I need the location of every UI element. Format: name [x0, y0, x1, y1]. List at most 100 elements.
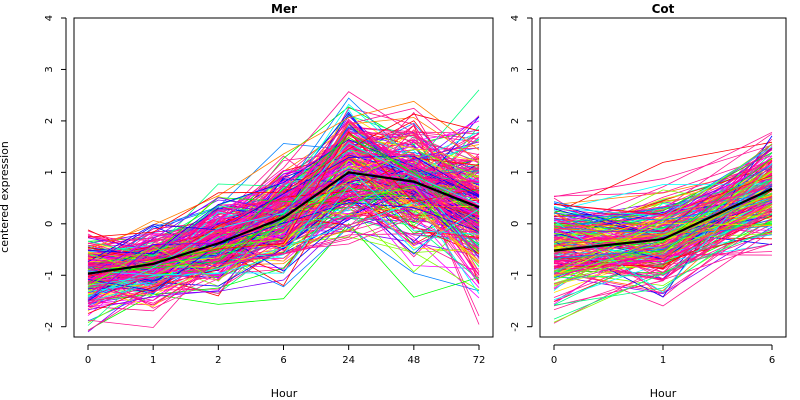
x-tick-label: 1 — [150, 355, 156, 366]
gene-profile-line — [87, 158, 480, 267]
gene-profile-line — [553, 225, 773, 237]
y-tick-label: 4 — [44, 15, 55, 21]
gene-profile-line — [553, 197, 773, 223]
mean-profile-line — [87, 171, 480, 275]
gene-profile-line — [87, 141, 480, 276]
gene-profile-line — [553, 155, 773, 197]
plot-frame — [73, 17, 494, 338]
gene-profile-line — [553, 209, 773, 284]
y-tick-label: 4 — [510, 15, 521, 21]
gene-profile-line — [87, 193, 480, 280]
gene-profile-line — [553, 144, 773, 198]
y-tick-label: 3 — [510, 66, 521, 72]
gene-profile-line — [87, 165, 480, 287]
gene-profile-line — [87, 174, 480, 283]
x-tick-label: 6 — [769, 355, 775, 366]
gene-profile-line — [87, 183, 480, 308]
gene-profile-line — [87, 202, 480, 292]
gene-profile-line — [553, 202, 773, 279]
panel-mer-xlabel: Hour — [271, 387, 298, 400]
gene-profile-line — [87, 168, 480, 301]
gene-profile-line — [553, 146, 773, 217]
gene-profile-line — [87, 187, 480, 270]
gene-profile-line — [553, 186, 773, 231]
gene-profile-line — [87, 172, 480, 254]
gene-profile-line — [553, 229, 773, 320]
x-tick-label: 1 — [660, 355, 666, 366]
gene-profile-line — [87, 137, 480, 283]
gene-profile-line — [87, 175, 480, 306]
gene-profile-line — [87, 155, 480, 263]
x-tick-label: 24 — [342, 355, 355, 366]
gene-profile-line — [87, 189, 480, 267]
gene-profile-line — [553, 189, 773, 269]
gene-profile-line — [87, 205, 480, 304]
y-tick-label: -1 — [510, 270, 521, 280]
gene-profile-line — [554, 167, 773, 265]
gene-profile-line — [87, 191, 480, 302]
y-tick-label: -1 — [44, 270, 55, 280]
y-tick-label: 2 — [44, 118, 55, 124]
panel-mer-title: Mer — [271, 2, 297, 16]
gene-profile-line — [553, 141, 773, 214]
gene-profile-line — [87, 111, 480, 270]
y-tick-label: 3 — [44, 66, 55, 72]
x-tick-label: 6 — [280, 355, 286, 366]
gene-profile-line — [553, 200, 773, 267]
gene-profile-line — [553, 143, 773, 277]
x-tick-label: 48 — [407, 355, 420, 366]
panel-mer: Mer -2 -1 0 1 2 3 4 0 1 2 6 24 48 72 Hour — [44, 2, 494, 400]
gene-profile-line — [553, 179, 773, 227]
gene-profile-line — [553, 206, 773, 280]
x-tick-label: 72 — [473, 355, 486, 366]
gene-profile-line — [553, 204, 773, 259]
gene-profile-line — [553, 211, 773, 276]
panel-cot-profiles — [553, 131, 773, 324]
panel-mer-profiles — [87, 89, 480, 333]
y-tick-label: -2 — [44, 322, 55, 332]
gene-profile-line — [87, 148, 480, 287]
x-tick-label: 0 — [85, 355, 91, 366]
y-tick-label: 0 — [510, 221, 521, 227]
gene-profile-line — [87, 129, 480, 262]
gene-profile-line — [553, 177, 773, 243]
gene-profile-line — [553, 222, 773, 277]
y-tick-label: -2 — [510, 322, 521, 332]
gene-profile-line — [87, 143, 480, 280]
panel-cot-xlabel: Hour — [650, 387, 677, 400]
gene-profile-line — [553, 186, 773, 259]
gene-profile-line — [87, 120, 479, 285]
panel-cot-title: Cot — [652, 2, 675, 16]
panel-cot-axes: -2 -1 0 1 2 3 4 0 1 6 — [510, 15, 787, 366]
gene-profile-line — [87, 176, 480, 299]
gene-profile-line — [87, 142, 480, 298]
gene-profile-line — [87, 139, 480, 255]
panel-cot: Cot -2 -1 0 1 2 3 4 0 1 6 Hour — [510, 2, 787, 400]
x-tick-label: 2 — [215, 355, 221, 366]
gene-profile-line — [87, 167, 480, 276]
plot-frame — [539, 17, 787, 338]
gene-profile-line — [553, 226, 773, 295]
y-tick-label: 1 — [510, 169, 521, 175]
gene-profile-line — [553, 243, 773, 281]
gene-profile-line — [553, 194, 773, 231]
gene-profile-line — [553, 185, 773, 257]
gene-profile-line — [87, 89, 480, 257]
y-tick-label: 1 — [44, 169, 55, 175]
gene-profile-line — [553, 208, 773, 273]
gene-profile-line — [553, 148, 773, 233]
gene-profile-line — [553, 213, 773, 306]
gene-profile-line — [553, 215, 773, 268]
y-tick-label: 0 — [44, 221, 55, 227]
gene-profile-line — [553, 210, 773, 228]
panel-mer-axes: -2 -1 0 1 2 3 4 0 1 2 6 24 48 72 — [44, 15, 494, 366]
gene-profile-line — [87, 165, 480, 283]
gene-profile-line — [87, 185, 480, 286]
gene-profile-line — [87, 173, 480, 272]
gene-profile-line — [553, 170, 773, 227]
gene-profile-line — [553, 198, 773, 287]
y-tick-label: 2 — [510, 118, 521, 124]
gene-profile-line — [87, 113, 480, 238]
gene-profile-line — [553, 189, 773, 246]
